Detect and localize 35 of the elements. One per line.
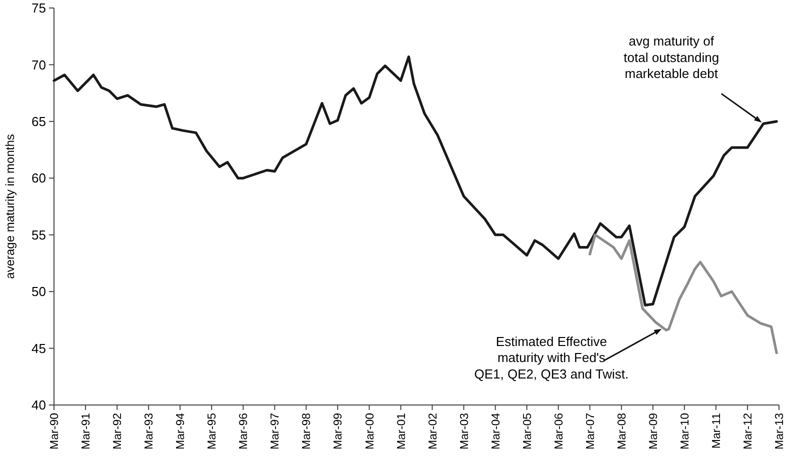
x-tick-label: Mar-12 xyxy=(742,413,755,450)
y-tick-label: 50 xyxy=(32,284,46,300)
x-tick-label: Mar-01 xyxy=(396,413,408,450)
y-tick-label: 75 xyxy=(32,0,46,16)
x-tick-label: Mar-92 xyxy=(112,413,124,450)
x-tick-label: Mar-13 xyxy=(774,413,786,450)
x-tick-label: Mar-90 xyxy=(49,413,62,450)
x-tick-label: Mar-04 xyxy=(490,412,502,450)
y-tick-label: 70 xyxy=(32,57,46,72)
x-tick-label: Mar-91 xyxy=(80,413,93,450)
x-tick-label: Mar-08 xyxy=(616,413,628,450)
annotation: avg maturity of total outstanding marketable debt xyxy=(624,34,720,82)
x-tick-label: Mar-94 xyxy=(175,412,188,450)
annotation: Estimated Effective maturity with Fed's QE1, QE2, QE3 and Twist. xyxy=(474,334,629,382)
y-tick-label: 55 xyxy=(32,227,46,242)
x-tick-label: Mar-93 xyxy=(144,413,156,450)
y-axis-title: average maturity in months xyxy=(3,134,17,279)
x-tick-label: Mar-07 xyxy=(584,413,597,450)
x-tick-label: Mar-09 xyxy=(648,413,660,450)
x-tick-label: Mar-02 xyxy=(427,413,440,450)
x-tick-label: Mar-10 xyxy=(679,413,692,450)
x-tick-label: Mar-03 xyxy=(458,413,471,450)
y-tick-label: 65 xyxy=(32,114,46,129)
x-tick-label: Mar-06 xyxy=(553,413,566,450)
y-tick-label: 40 xyxy=(32,398,46,413)
y-tick-label: 45 xyxy=(32,340,46,356)
y-tick-label: 60 xyxy=(32,170,46,186)
x-tick-label: Mar-97 xyxy=(270,413,282,450)
x-tick-label: Mar-96 xyxy=(238,413,250,450)
x-tick-label: Mar-95 xyxy=(206,413,219,450)
x-tick-label: Mar-98 xyxy=(301,413,314,450)
x-tick-label: Mar-99 xyxy=(332,413,345,450)
x-tick-label: Mar-05 xyxy=(522,413,534,450)
x-tick-label: Mar-00 xyxy=(364,413,376,450)
x-tick-label: Mar-11 xyxy=(710,413,723,449)
